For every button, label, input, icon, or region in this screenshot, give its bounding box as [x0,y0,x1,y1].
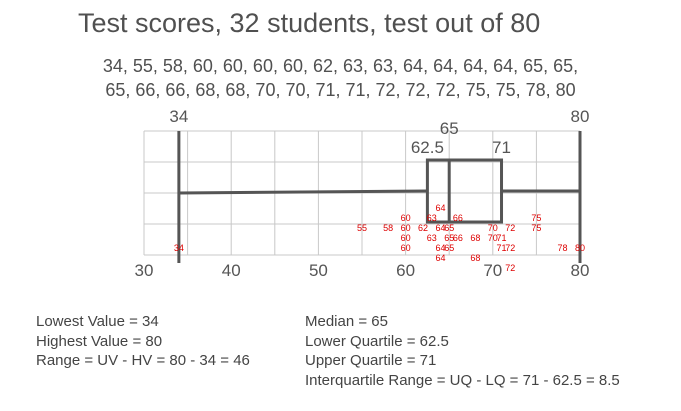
data-point-label: 72 [505,223,515,233]
data-point-label: 71 [497,233,507,243]
data-point-label: 66 [453,213,463,223]
range-stat: Range = UV - HV = 80 - 34 = 46 [36,352,250,369]
interquartile-box [425,158,504,224]
tick-label: 80 [571,261,590,280]
data-point-label: 80 [575,243,585,253]
data-point-label: 63 [427,233,437,243]
scores-list-line-1: 34, 55, 58, 60, 60, 60, 60, 62, 63, 63, … [102,56,579,76]
data-point-label: 65 [444,223,454,233]
lowest-value-stat: Lowest Value = 34 [36,313,159,330]
data-point-label: 60 [401,233,411,243]
interquartile-range-stat: Interquartile Range = UQ - LQ = 71 - 62.… [305,371,620,389]
lower-whisker [178,189,428,195]
diagram-title: Test scores, 32 students, test out of 80 [78,8,541,38]
data-point-label: 72 [505,243,515,253]
upper-quartile-stat: Upper Quartile = 71 [305,352,437,369]
highest-value-stat: Highest Value = 80 [36,332,163,350]
data-point-label: 64 [435,243,445,253]
stats-right: Median = 65 Lower Quartile = 62.5 Upper … [305,312,620,390]
tick-label: 60 [396,261,415,280]
box-and-whisker [177,131,582,263]
data-point-label: 68 [470,233,480,243]
data-point-label: 72 [505,263,515,273]
data-point-label: 78 [558,243,568,253]
lower-quartile-stat: Lower Quartile = 62.5 [305,332,449,350]
min-label: 34 [169,107,188,126]
data-point-label: 75 [531,223,541,233]
tick-label: 30 [135,261,154,280]
data-point-label: 64 [435,203,445,213]
data-point-label: 62 [418,223,428,233]
data-point-label: 70 [488,233,498,243]
max-label: 80 [571,107,590,126]
data-point-label: 34 [174,243,184,253]
data-point-label: 66 [453,233,463,243]
data-point-label: 64 [435,253,445,263]
data-point-label: 71 [497,243,507,253]
data-point-label: 55 [357,223,367,233]
upper-quartile-label: 71 [492,138,511,157]
data-point-label: 65 [444,233,454,243]
data-point-label: 68 [470,253,480,263]
data-point-label: 60 [401,243,411,253]
data-point-label: 60 [401,213,411,223]
tick-label: 40 [222,261,241,280]
data-point-label: 58 [383,223,393,233]
data-point-label: 63 [427,213,437,223]
median-label: 65 [440,119,459,138]
data-point-label: 70 [488,223,498,233]
median-stat: Median = 65 [305,313,388,330]
data-point-label: 60 [401,223,411,233]
scores-list-line-2: 65, 66, 66, 68, 68, 70, 70, 71, 71, 72, … [105,80,576,100]
lower-quartile-label: 62.5 [411,138,444,157]
data-point-label: 75 [531,213,541,223]
data-point-label: 64 [435,223,445,233]
stats-left: Lowest Value = 34 Highest Value = 80 Ran… [36,312,250,371]
data-point-label: 65 [444,243,454,253]
axis-tick-labels: 30 40 50 60 70 80 [135,261,590,280]
tick-label: 50 [309,261,328,280]
tick-label: 70 [483,261,502,280]
